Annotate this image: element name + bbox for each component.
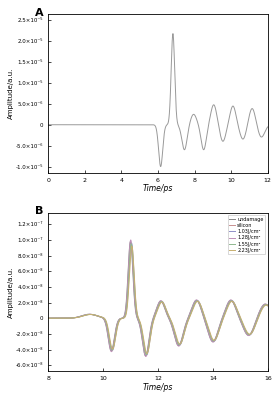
undamage [130, 255, 134, 260]
1.28J/cm² [144, 354, 148, 359]
1.03J/cm² [210, 337, 214, 342]
1.03J/cm² [266, 303, 269, 308]
1.28J/cm² [130, 249, 134, 254]
silicon [210, 338, 214, 342]
1.28J/cm² [266, 303, 269, 308]
silicon [178, 342, 181, 346]
silicon [130, 249, 134, 254]
silicon [144, 352, 148, 357]
2.23J/cm² [227, 303, 230, 308]
undamage [227, 299, 230, 304]
undamage [86, 312, 90, 317]
Y-axis label: Amplitude/a.u.: Amplitude/a.u. [8, 266, 14, 318]
X-axis label: Time/ps: Time/ps [143, 383, 173, 392]
Legend: undamage, silicon, 1.03J/cm², 1.28J/cm², 1.55J/cm², 2.23J/cm²: undamage, silicon, 1.03J/cm², 1.28J/cm²,… [228, 215, 265, 254]
1.55J/cm² [130, 245, 134, 250]
silicon [227, 301, 230, 306]
2.23J/cm² [130, 244, 134, 249]
Line: 1.55J/cm²: 1.55J/cm² [48, 244, 268, 355]
1.03J/cm² [86, 312, 90, 317]
undamage [210, 339, 214, 344]
undamage [266, 303, 269, 308]
2.23J/cm² [210, 336, 214, 340]
2.23J/cm² [178, 342, 181, 346]
1.28J/cm² [129, 238, 132, 242]
1.03J/cm² [130, 242, 134, 247]
1.03J/cm² [130, 241, 133, 246]
2.23J/cm² [130, 244, 134, 248]
1.28J/cm² [210, 339, 214, 344]
Text: B: B [35, 206, 44, 216]
Text: A: A [35, 8, 44, 18]
1.03J/cm² [46, 316, 50, 320]
silicon [189, 310, 193, 314]
1.03J/cm² [178, 342, 181, 347]
1.55J/cm² [145, 352, 148, 357]
2.23J/cm² [145, 351, 149, 356]
1.28J/cm² [227, 299, 230, 304]
1.55J/cm² [227, 301, 230, 306]
silicon [129, 242, 133, 247]
undamage [189, 308, 193, 312]
Line: 1.28J/cm²: 1.28J/cm² [48, 240, 268, 356]
1.03J/cm² [227, 302, 230, 306]
1.55J/cm² [130, 242, 133, 246]
1.03J/cm² [189, 311, 193, 316]
undamage [144, 353, 147, 358]
Line: 2.23J/cm²: 2.23J/cm² [48, 246, 268, 354]
silicon [46, 316, 50, 320]
undamage [178, 342, 181, 346]
X-axis label: Time/ps: Time/ps [143, 184, 173, 193]
1.28J/cm² [46, 316, 50, 320]
1.28J/cm² [189, 308, 193, 313]
Line: silicon: silicon [48, 244, 268, 354]
Line: 1.03J/cm²: 1.03J/cm² [48, 243, 268, 355]
2.23J/cm² [266, 303, 269, 308]
2.23J/cm² [86, 312, 90, 317]
1.55J/cm² [266, 303, 269, 308]
2.23J/cm² [46, 316, 50, 320]
undamage [46, 316, 50, 320]
1.28J/cm² [178, 343, 181, 348]
1.28J/cm² [86, 312, 90, 317]
undamage [129, 239, 132, 244]
1.55J/cm² [210, 337, 214, 342]
1.55J/cm² [46, 316, 50, 320]
1.55J/cm² [189, 310, 193, 315]
1.55J/cm² [178, 342, 181, 347]
1.55J/cm² [86, 312, 90, 317]
1.03J/cm² [145, 353, 148, 358]
Line: undamage: undamage [48, 242, 268, 356]
silicon [266, 303, 269, 308]
Y-axis label: Amplitude/a.u.: Amplitude/a.u. [8, 68, 14, 119]
2.23J/cm² [189, 312, 193, 316]
silicon [86, 312, 90, 317]
